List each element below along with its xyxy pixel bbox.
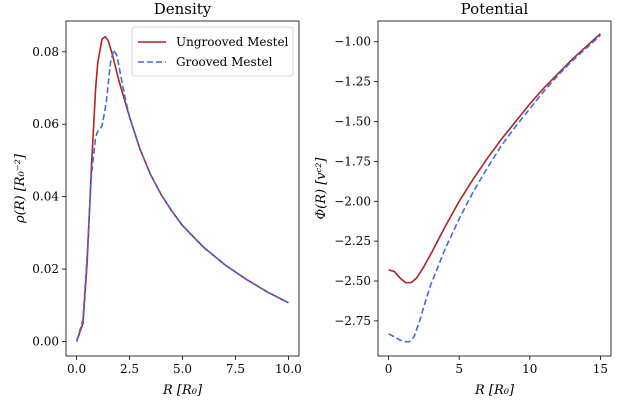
y-tick-label: −1.50 xyxy=(334,115,371,129)
y-tick-label: −1.00 xyxy=(334,35,371,49)
x-axis-label: R [R₀] xyxy=(474,383,515,398)
y-tick-label: 0.08 xyxy=(32,45,59,59)
panel-density: 0.0 2.5 5.0 7.5 10.0 0.00 0.02 0.04 0.06 0.08 Dens… xyxy=(13,0,302,398)
legend-label-grooved: Grooved Mestel xyxy=(176,55,273,69)
x-tick-label: 10.0 xyxy=(275,362,302,376)
series-line-grooved xyxy=(388,34,601,343)
panel-title: Potential xyxy=(461,0,529,18)
y-axis-label: ρ(R) [R₀⁻²] xyxy=(13,153,28,224)
panel-potential: 0 5 10 15 −2.75 −2.50 −2.25 −2.00 −1.75 −1.50 −1.2… xyxy=(314,0,612,398)
x-tick-label: 5 xyxy=(455,362,463,376)
legend-box xyxy=(131,26,294,77)
x-tick-label: 0.0 xyxy=(67,362,86,376)
y-tick-label: −2.75 xyxy=(334,314,371,328)
x-tick-label: 0 xyxy=(385,362,393,376)
legend: Ungrooved Mestel Grooved Mestel xyxy=(131,26,294,77)
series-line-ungrooved xyxy=(388,33,601,284)
y-tick-label: −2.25 xyxy=(334,234,371,248)
x-tick-label: 15 xyxy=(593,362,608,376)
y-tick-label: 0.00 xyxy=(32,335,59,349)
x-tick-label: 5.0 xyxy=(173,362,192,376)
y-tick-label: −2.00 xyxy=(334,194,371,208)
y-tick-label: −2.50 xyxy=(334,274,371,288)
x-tick-label: 2.5 xyxy=(120,362,139,376)
legend-label-ungrooved: Ungrooved Mestel xyxy=(176,35,289,49)
series-line-grooved xyxy=(75,49,289,342)
y-tick-label: −1.25 xyxy=(334,75,371,89)
x-axis-label: R [R₀] xyxy=(162,383,203,398)
x-tick-label: 10 xyxy=(522,362,537,376)
y-tick-label: 0.06 xyxy=(32,117,59,131)
y-tick-label: 0.04 xyxy=(32,190,59,204)
panel-title: Density xyxy=(154,0,212,18)
y-axis-label: Φ(R) [vᶜ²] xyxy=(314,157,329,220)
plot-frame xyxy=(377,20,612,357)
y-tick-label: 0.02 xyxy=(32,262,59,276)
y-tick-label: −1.75 xyxy=(334,154,371,168)
x-tick-label: 7.5 xyxy=(226,362,245,376)
